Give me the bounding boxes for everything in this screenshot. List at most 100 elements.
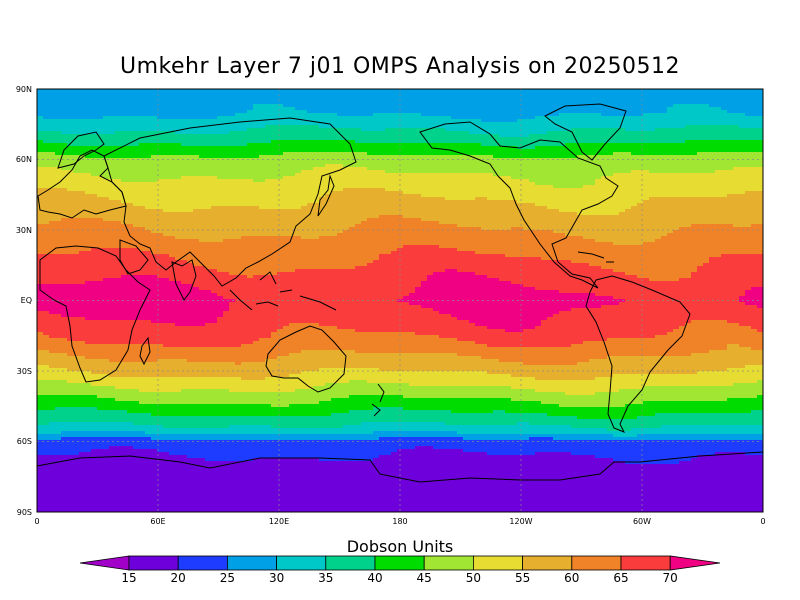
field-cell (229, 386, 236, 390)
field-cell (235, 416, 242, 420)
field-cell (235, 356, 242, 360)
field-cell (127, 269, 134, 273)
field-cell (187, 371, 194, 375)
field-cell (49, 335, 56, 339)
field-cell (109, 218, 116, 222)
field-cell (217, 338, 224, 342)
field-cell (235, 89, 242, 93)
field-cell (163, 395, 170, 399)
field-cell (223, 305, 230, 309)
field-cell (151, 383, 158, 387)
field-cell (199, 335, 206, 339)
field-cell (205, 506, 212, 510)
field-cell (211, 230, 218, 234)
field-cell (229, 410, 236, 414)
field-cell (109, 104, 116, 108)
field-cell (223, 194, 230, 198)
field-cell (223, 347, 230, 351)
field-cell (55, 491, 62, 495)
field-cell (199, 347, 206, 351)
field-cell (127, 386, 134, 390)
field-cell (55, 365, 62, 369)
field-cell (55, 353, 62, 357)
field-cell (205, 428, 212, 432)
field-cell (181, 443, 188, 447)
field-cell (67, 233, 74, 237)
field-cell (175, 230, 182, 234)
field-cell (43, 266, 50, 270)
field-cell (247, 179, 254, 183)
field-cell (169, 323, 176, 327)
field-cell (181, 392, 188, 396)
field-cell (91, 239, 98, 243)
field-cell (229, 455, 236, 459)
field-cell (241, 191, 248, 195)
field-cell (61, 374, 68, 378)
field-cell (139, 143, 146, 147)
field-cell (175, 416, 182, 420)
field-cell (157, 422, 164, 426)
field-cell (229, 179, 236, 183)
field-cell (133, 401, 140, 405)
field-cell (43, 485, 50, 489)
field-cell (73, 329, 80, 333)
field-cell (127, 104, 134, 108)
field-cell (223, 332, 230, 336)
field-cell (211, 485, 218, 489)
field-cell (211, 461, 218, 465)
field-cell (205, 131, 212, 135)
field-cell (193, 203, 200, 207)
field-cell (199, 113, 206, 117)
field-cell (199, 89, 206, 93)
field-cell (49, 284, 56, 288)
field-cell (85, 143, 92, 147)
field-cell (205, 404, 212, 408)
field-cell (55, 317, 62, 321)
field-cell (223, 314, 230, 318)
field-cell (37, 134, 44, 138)
field-cell (43, 113, 50, 117)
field-cell (247, 221, 254, 225)
field-cell (103, 440, 110, 444)
field-cell (151, 158, 158, 162)
field-cell (163, 188, 170, 192)
field-cell (217, 98, 224, 102)
field-cell (85, 488, 92, 492)
field-cell (127, 218, 134, 222)
field-cell (103, 122, 110, 126)
field-cell (61, 485, 68, 489)
field-cell (139, 236, 146, 240)
field-cell (163, 101, 170, 105)
field-cell (199, 428, 206, 432)
field-cell (175, 464, 182, 468)
field-cell (109, 335, 116, 339)
field-cell (157, 272, 164, 276)
field-cell (151, 248, 158, 252)
field-cell (193, 95, 200, 99)
field-cell (181, 506, 188, 510)
field-cell (235, 302, 242, 306)
field-cell (49, 206, 56, 210)
field-cell (103, 95, 110, 99)
field-cell (73, 365, 80, 369)
field-cell (109, 380, 116, 384)
field-cell (241, 92, 248, 96)
field-cell (121, 185, 128, 189)
field-cell (223, 113, 230, 117)
field-cell (133, 458, 140, 462)
field-cell (97, 191, 104, 195)
field-cell (229, 323, 236, 327)
field-cell (37, 449, 44, 453)
field-cell (151, 119, 158, 123)
field-cell (217, 236, 224, 240)
field-cell (175, 134, 182, 138)
field-cell (73, 113, 80, 117)
field-cell (109, 305, 116, 309)
field-cell (193, 278, 200, 282)
field-cell (55, 110, 62, 114)
field-cell (163, 401, 170, 405)
field-cell (169, 446, 176, 450)
field-cell (97, 275, 104, 279)
field-cell (139, 347, 146, 351)
field-cell (205, 314, 212, 318)
